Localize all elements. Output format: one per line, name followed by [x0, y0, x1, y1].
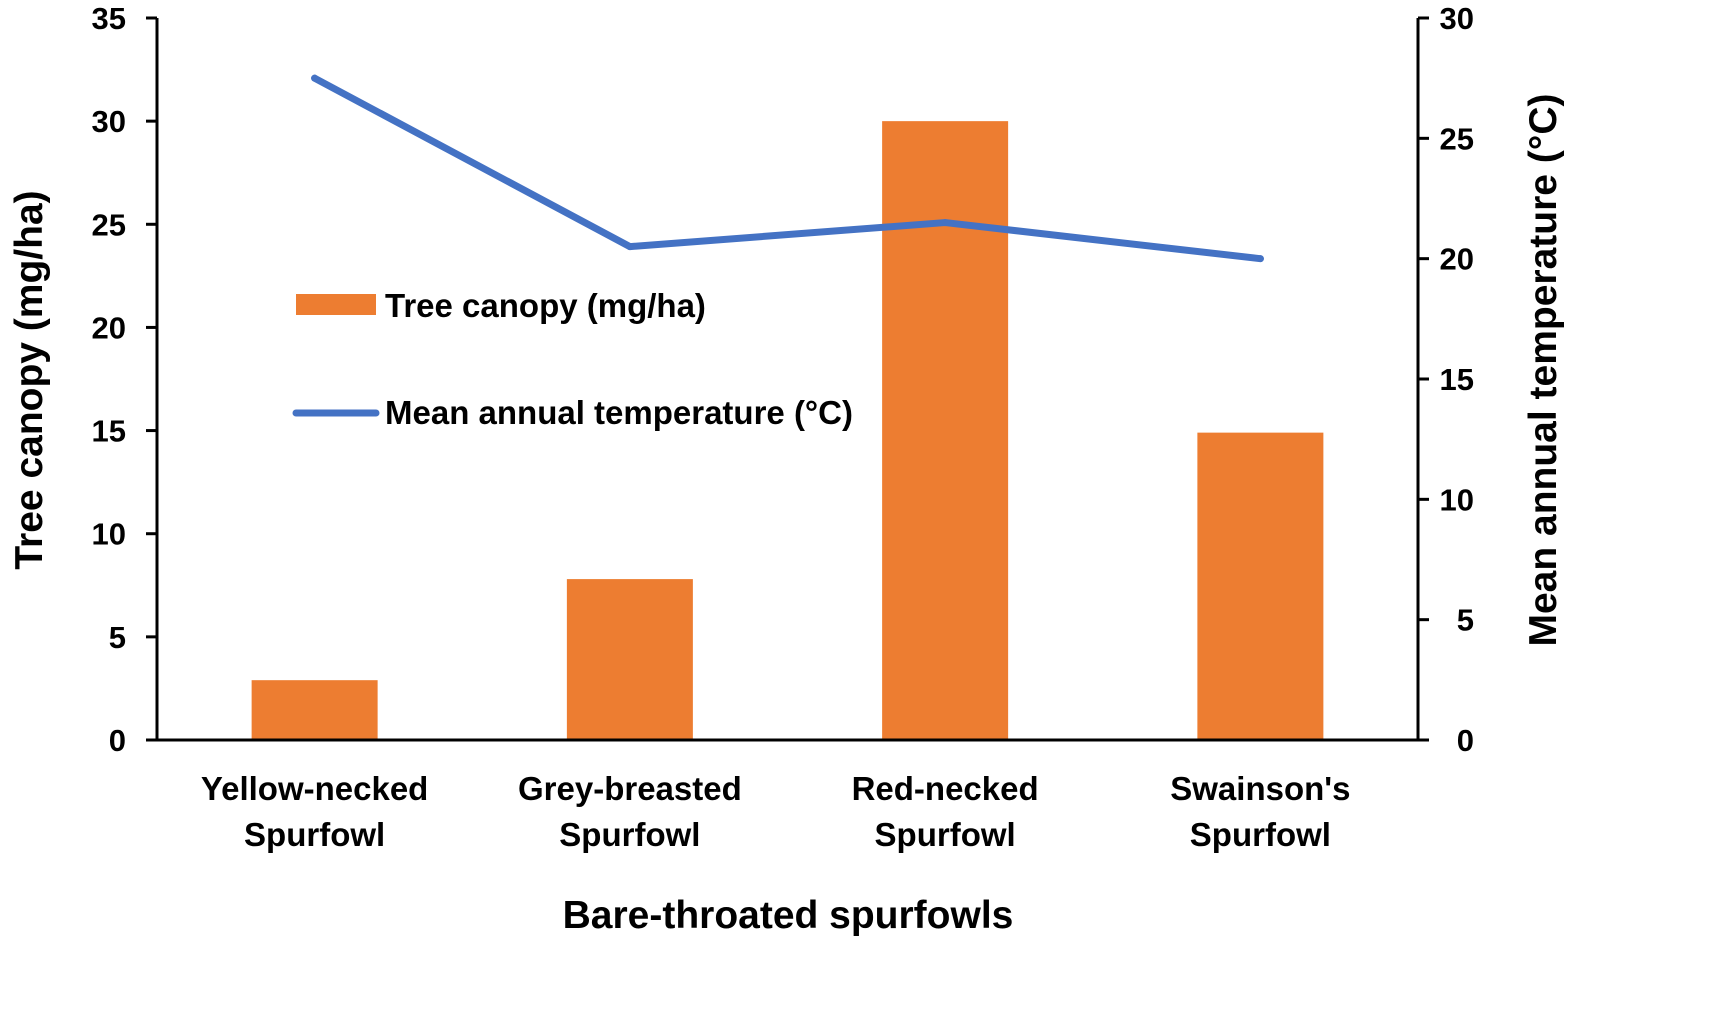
x-axis-title: Bare-throated spurfowls: [563, 894, 1014, 937]
category-label-3: Swainson's Spurfowl: [1170, 770, 1350, 853]
temperature-line: [311, 74, 1264, 263]
left-tick-label-30: 30: [92, 104, 126, 139]
category-label-0: Yellow-necked Spurfowl: [201, 770, 428, 853]
temperature-point-0: [311, 74, 319, 82]
left-tick-label-25: 25: [92, 207, 126, 242]
left-tick-label-0: 0: [109, 723, 126, 758]
bar-2: [882, 121, 1009, 740]
x-category-labels: Yellow-necked Spurfowl Grey-breasted Spurfo…: [201, 770, 1351, 853]
bar-0: [251, 680, 378, 740]
right-y-ticks: 0 5 10 15 20 25 30: [1418, 1, 1474, 758]
legend-bar-swatch: [296, 294, 376, 315]
right-tick-label-5: 5: [1457, 603, 1474, 638]
temperature-point-3: [1256, 255, 1264, 263]
legend-bar-label: Tree canopy (mg/ha): [385, 287, 706, 324]
category-label-2: Red-necked Spurfowl: [852, 770, 1039, 853]
left-y-axis-title: Tree canopy (mg/ha): [8, 190, 51, 569]
left-tick-label-15: 15: [92, 414, 126, 449]
left-y-ticks: 0 5 10 15 20 25 30 35: [92, 1, 157, 758]
temperature-point-1: [626, 243, 634, 251]
right-tick-label-0: 0: [1457, 723, 1474, 758]
right-tick-label-25: 25: [1440, 121, 1474, 156]
legend-line-label: Mean annual temperature (°C): [385, 394, 853, 431]
right-tick-label-15: 15: [1440, 362, 1474, 397]
right-y-axis-title: Mean annual temperature (°C): [1522, 93, 1565, 646]
category-label-1: Grey-breasted Spurfowl: [518, 770, 742, 853]
left-tick-label-20: 20: [92, 310, 126, 345]
right-tick-label-30: 30: [1440, 1, 1474, 36]
legend: Tree canopy (mg/ha) Mean annual temperat…: [292, 287, 853, 431]
bar-3: [1197, 432, 1324, 740]
right-tick-label-10: 10: [1440, 482, 1474, 517]
bar-1: [566, 579, 693, 740]
line-series-group: [311, 74, 1264, 263]
left-tick-label-35: 35: [92, 1, 126, 36]
left-tick-label-10: 10: [92, 517, 126, 552]
temperature-point-2: [941, 219, 949, 227]
right-tick-label-20: 20: [1440, 242, 1474, 277]
left-tick-label-5: 5: [109, 620, 126, 655]
